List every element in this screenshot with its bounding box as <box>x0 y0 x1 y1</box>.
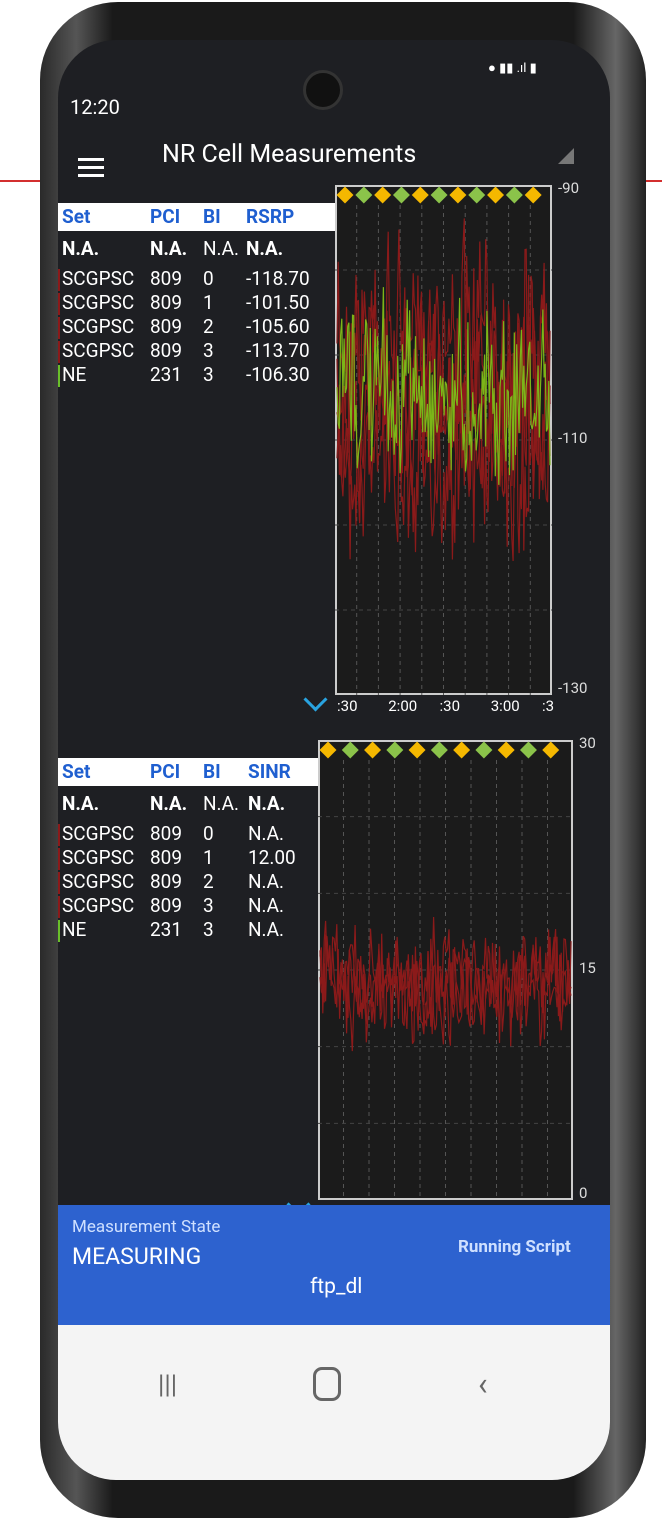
cell: 809 <box>150 870 182 893</box>
cell: SCGPSC <box>62 315 134 338</box>
y-axis-label: 15 <box>579 959 596 977</box>
trace-chart <box>335 185 552 695</box>
x-axis-label: :3 <box>542 697 554 715</box>
row-marker <box>58 824 60 846</box>
cell: 12.00 <box>248 846 296 869</box>
corner-indicator <box>558 148 574 164</box>
y-axis-label: 30 <box>579 734 596 752</box>
cell: SCGPSC <box>62 339 134 362</box>
cell: 809 <box>150 339 182 362</box>
script-value: ftp_dl <box>310 1275 362 1299</box>
row-marker <box>58 920 60 942</box>
y-axis-label: -130 <box>558 679 587 697</box>
cell: 3 <box>203 894 214 917</box>
column-header: Set <box>62 205 90 228</box>
cell: 2 <box>203 870 214 893</box>
column-header: PCI <box>150 760 180 783</box>
cell: 3 <box>203 339 214 362</box>
cell: N.A. <box>246 237 283 260</box>
column-header: BI <box>203 760 221 783</box>
cell: 809 <box>150 291 182 314</box>
cell: SCGPSC <box>62 291 134 314</box>
x-axis-label: 3:00 <box>491 697 520 715</box>
cell: 2 <box>203 315 214 338</box>
column-header: RSRP <box>246 205 294 228</box>
cell: -105.60 <box>246 315 310 338</box>
row-marker <box>58 341 60 363</box>
cell: SCGPSC <box>62 870 134 893</box>
cell: -101.50 <box>246 291 310 314</box>
screen: 12:20 ● ▮▮ .ıl ▮ NR Cell Measurements Se… <box>58 40 610 1480</box>
cell: N.A. <box>248 822 284 845</box>
page: 12:20 ● ▮▮ .ıl ▮ NR Cell Measurements Se… <box>0 0 662 1522</box>
nav-bar: ||| ‹ <box>58 1325 610 1480</box>
cell: SCGPSC <box>62 846 134 869</box>
cell: N.A. <box>150 792 187 815</box>
cell: NE <box>62 363 86 386</box>
y-axis-label: 0 <box>579 1184 587 1202</box>
row-marker <box>58 269 60 291</box>
cell: N.A. <box>248 918 284 941</box>
cell: N.A. <box>62 792 99 815</box>
status-panel: Measurement State MEASURING ftp_dl Runni… <box>58 1205 610 1325</box>
y-axis-label: -110 <box>558 429 587 447</box>
script-label: Running Script <box>458 1237 571 1257</box>
status-icons: ● ▮▮ .ıl ▮ <box>488 60 578 78</box>
cell: SCGPSC <box>62 822 134 845</box>
row-marker <box>58 896 60 918</box>
column-header: Set <box>62 760 90 783</box>
cell: SCGPSC <box>62 267 134 290</box>
x-axis-label: 2:00 <box>388 697 417 715</box>
camera <box>303 70 343 110</box>
row-marker <box>58 872 60 894</box>
column-header: PCI <box>150 205 180 228</box>
trace-chart <box>318 740 573 1200</box>
cell: 3 <box>203 363 214 386</box>
column-header: SINR <box>248 760 291 783</box>
recent-apps-button[interactable]: ||| <box>158 1370 177 1400</box>
row-marker <box>58 848 60 870</box>
accent-line <box>0 180 45 182</box>
expand-chevron[interactable] <box>303 687 327 711</box>
state-value: MEASURING <box>72 1243 201 1270</box>
cell: 809 <box>150 846 182 869</box>
cell: N.A. <box>248 870 284 893</box>
cell: N.A. <box>203 792 239 815</box>
cell: N.A. <box>62 237 99 260</box>
column-header: BI <box>203 205 221 228</box>
x-axis-label: :30 <box>440 697 461 715</box>
cell: 231 <box>150 363 182 386</box>
cell: 1 <box>203 846 214 869</box>
cell: 231 <box>150 918 182 941</box>
row-marker <box>58 317 60 339</box>
cell: N.A. <box>248 894 284 917</box>
cell: 809 <box>150 267 182 290</box>
cell: 809 <box>150 894 182 917</box>
cell: 809 <box>150 822 182 845</box>
cell: N.A. <box>150 237 187 260</box>
cell: -118.70 <box>246 267 310 290</box>
x-axis-label: :30 <box>337 697 358 715</box>
y-axis-label: -90 <box>558 179 579 197</box>
cell: 0 <box>203 822 214 845</box>
menu-button[interactable] <box>78 158 104 178</box>
cell: N.A. <box>203 237 239 260</box>
back-button[interactable]: ‹ <box>478 1365 488 1403</box>
home-button[interactable] <box>313 1367 341 1401</box>
cell: -113.70 <box>246 339 310 362</box>
cell: 1 <box>203 291 214 314</box>
cell: 809 <box>150 315 182 338</box>
cell: 3 <box>203 918 214 941</box>
cell: N.A. <box>248 792 285 815</box>
app-title: NR Cell Measurements <box>162 140 416 169</box>
cell: 0 <box>203 267 214 290</box>
row-marker <box>58 365 60 387</box>
status-time: 12:20 <box>70 95 120 119</box>
state-label: Measurement State <box>72 1217 220 1237</box>
row-marker <box>58 293 60 315</box>
cell: SCGPSC <box>62 894 134 917</box>
cell: NE <box>62 918 86 941</box>
cell: -106.30 <box>246 363 310 386</box>
